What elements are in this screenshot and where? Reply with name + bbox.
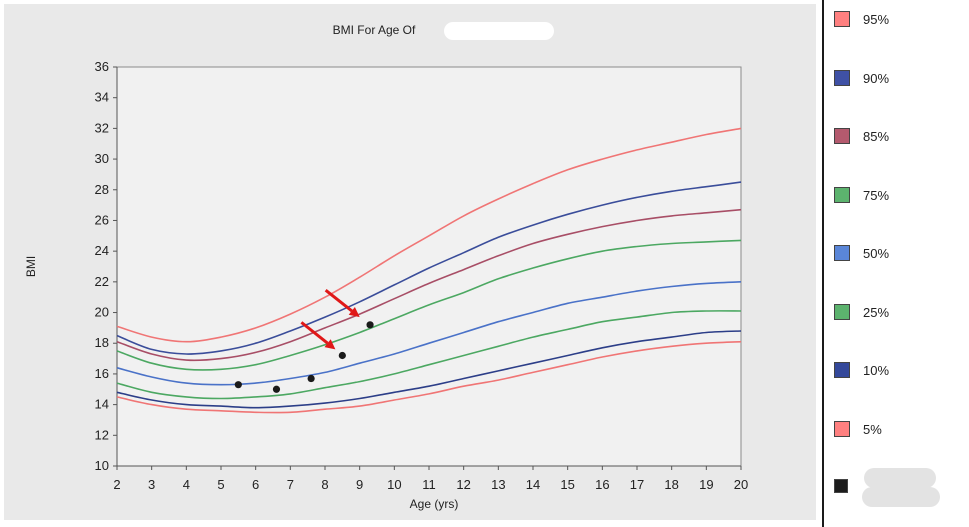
x-tick-label: 15: [560, 477, 574, 492]
legend-divider: [822, 0, 824, 527]
x-tick-label: 18: [664, 477, 678, 492]
series-line-5pct: [116, 340, 742, 414]
series-line-50pct: [116, 281, 742, 386]
legend: 95% 90% 85% 75% 50% 25% 10% 5%: [834, 0, 969, 527]
legend-label: 85%: [863, 129, 890, 144]
title-redaction: [444, 22, 554, 40]
legend-label: 50%: [863, 246, 890, 261]
x-tick-label: 6: [252, 477, 259, 492]
data-point: [272, 385, 281, 393]
y-tick-label: 32: [95, 120, 109, 135]
x-tick-label: 9: [356, 477, 363, 492]
data-point: [338, 351, 346, 360]
y-axis-title: BMI: [24, 256, 38, 277]
y-tick-label: 10: [95, 458, 109, 473]
x-tick-label: 2: [113, 477, 120, 492]
data-point: [234, 381, 242, 389]
legend-swatch: [834, 186, 850, 203]
red-arrow: [300, 321, 336, 350]
x-tick-label: 3: [148, 477, 155, 492]
chart-title: BMI For Age Of: [332, 23, 416, 37]
x-axis-title: Age (yrs): [410, 497, 459, 511]
y-tick-label: 22: [95, 274, 109, 289]
x-tick-label: 11: [422, 477, 436, 492]
y-tick-label: 26: [95, 212, 109, 227]
legend-swatch: [834, 479, 848, 493]
x-tick-label: 4: [183, 477, 190, 492]
y-tick-label: 14: [95, 397, 109, 412]
legend-label: 25%: [863, 304, 890, 320]
legend-swatch: [834, 245, 850, 261]
series-line-90pct: [116, 181, 742, 355]
x-tick-label: 13: [491, 477, 505, 492]
x-tick-label: 14: [526, 477, 540, 492]
legend-label: 90%: [863, 70, 890, 86]
x-tick-label: 16: [595, 477, 609, 492]
x-tick-label: 5: [217, 477, 224, 492]
y-tick-label: 34: [95, 90, 109, 105]
legend-swatch: [834, 420, 850, 437]
y-tick-label: 20: [95, 305, 109, 320]
legend-label: 75%: [863, 187, 890, 203]
legend-swatch: [834, 128, 850, 144]
series-line-95pct: [116, 127, 742, 343]
x-tick-label: 20: [734, 477, 748, 492]
series-line-75pct: [116, 239, 742, 371]
legend-swatch: [834, 303, 850, 320]
y-tick-label: 36: [95, 59, 109, 74]
data-point: [366, 321, 374, 329]
y-tick-label: 16: [95, 366, 109, 381]
legend-redaction: [864, 468, 936, 488]
series-line-85pct: [116, 208, 742, 362]
series-line-25pct: [116, 310, 742, 400]
x-tick-label: 7: [287, 477, 294, 492]
legend-label: 95%: [863, 12, 890, 27]
legend-label: 10%: [863, 363, 890, 378]
series-line-10pct: [116, 330, 742, 409]
y-tick-label: 30: [95, 151, 109, 166]
y-tick-label: 28: [95, 182, 109, 197]
y-tick-label: 24: [95, 243, 109, 258]
x-tick-label: 10: [387, 477, 401, 492]
x-tick-label: 17: [630, 477, 644, 492]
y-tick-label: 18: [95, 335, 109, 350]
data-point: [307, 374, 315, 383]
legend-swatch: [834, 362, 850, 378]
legend-redaction: [862, 487, 940, 507]
x-tick-label: 8: [321, 477, 328, 492]
chart-panel: BMI For Age Of 10 12 14 16 18 20 22 24 26 28 30 32 3…: [4, 4, 816, 520]
x-tick-label: 12: [456, 477, 470, 492]
plot-area: [116, 66, 742, 467]
red-arrow: [324, 288, 360, 318]
y-tick-label: 12: [95, 427, 109, 442]
legend-swatch: [834, 11, 850, 27]
x-tick-label: 19: [699, 477, 713, 492]
legend-swatch: [834, 69, 850, 86]
legend-label: 5%: [863, 421, 882, 437]
